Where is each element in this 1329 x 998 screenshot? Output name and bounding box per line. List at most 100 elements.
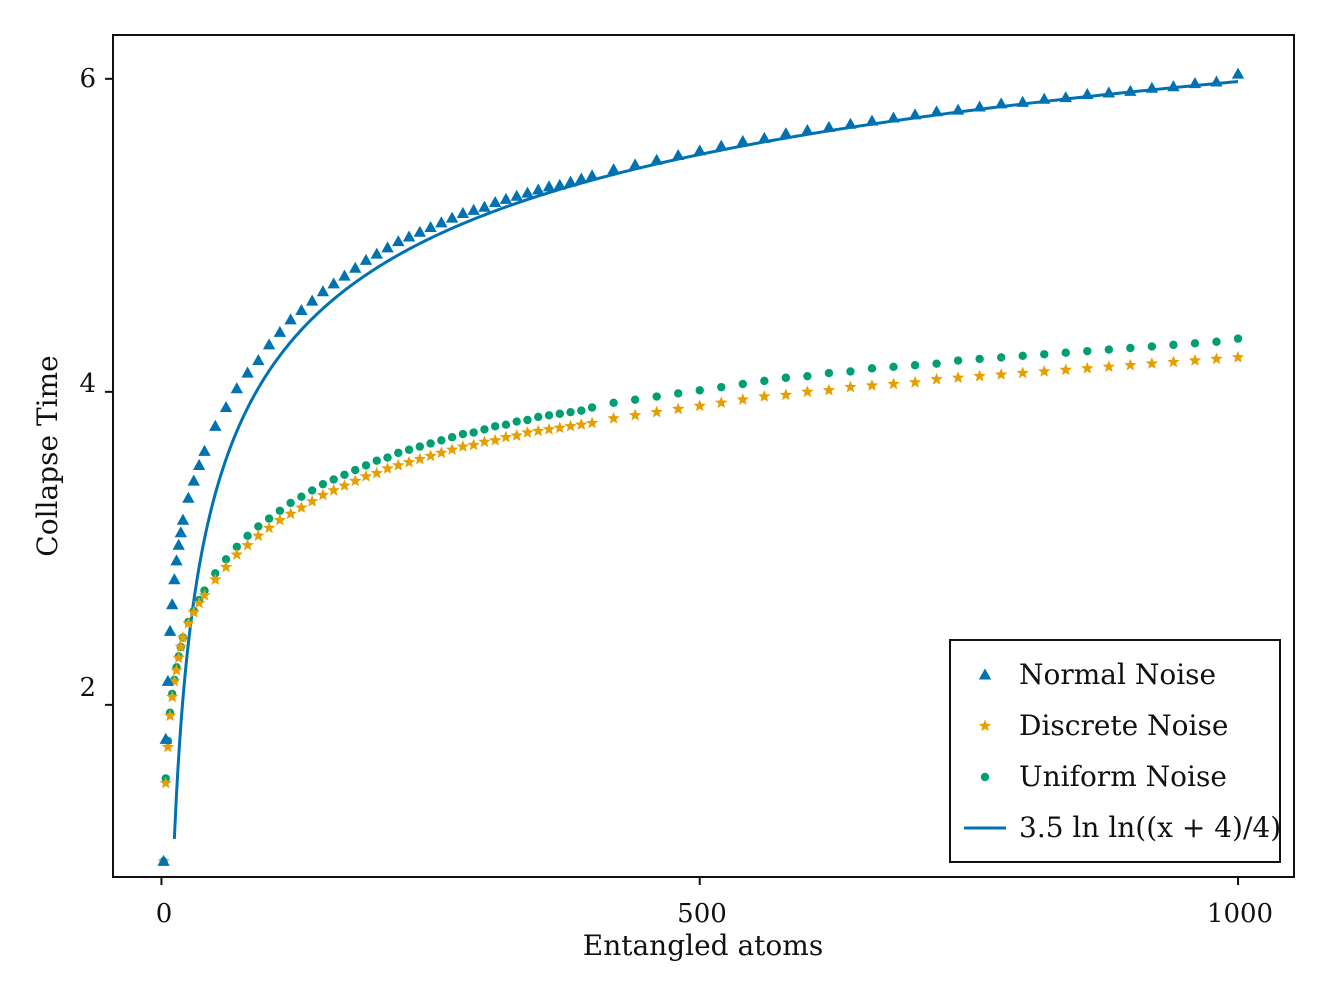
uniform-noise-point: [480, 425, 489, 434]
normal-noise-point: [1210, 75, 1223, 87]
normal-noise-point: [168, 573, 181, 585]
uniform-noise-point: [738, 379, 747, 389]
uniform-noise-point: [351, 465, 360, 475]
discrete-noise-point: [456, 440, 470, 452]
normal-noise-point: [359, 253, 373, 265]
uniform-noise-point: [523, 415, 532, 425]
uniform-noise-point: [803, 371, 812, 381]
normal-noise-point: [338, 269, 351, 281]
uniform-noise-point: [329, 475, 338, 484]
uniform-noise-point: [1061, 348, 1070, 357]
discrete-noise-point: [273, 513, 287, 526]
discrete-noise-point: [413, 452, 427, 465]
discrete-noise-point: [305, 494, 319, 507]
normal-noise-point: [736, 134, 749, 146]
legend-label-discrete-noise: Discrete Noise: [1019, 709, 1228, 742]
y-axis: 2 4 6: [79, 64, 96, 703]
normal-noise-point: [413, 225, 426, 237]
discrete-noise-point: [252, 529, 265, 542]
uniform-noise-point: [1212, 337, 1221, 346]
discrete-noise-point: [564, 419, 577, 432]
discrete-noise-point: [209, 573, 222, 585]
normal-noise-point: [381, 241, 394, 253]
normal-noise-point: [187, 474, 200, 486]
discrete-noise-point: [182, 616, 195, 629]
legend-box: [949, 639, 1281, 863]
uniform-noise-point: [824, 368, 834, 378]
normal-noise-point: [161, 674, 175, 686]
discrete-noise-point: [1167, 355, 1180, 368]
discrete-noise-point: [241, 538, 254, 551]
normal-noise-point: [575, 172, 588, 184]
normal-noise-point: [672, 149, 685, 161]
discrete-noise-point: [478, 435, 491, 448]
discrete-noise-point: [607, 411, 620, 424]
normal-noise-point: [844, 117, 857, 129]
normal-noise-point: [607, 163, 620, 175]
normal-noise-point: [435, 216, 448, 228]
discrete-noise-point: [262, 521, 276, 534]
uniform-noise-point: [674, 389, 683, 398]
normal-noise-point: [1081, 87, 1094, 100]
discrete-noise-point: [230, 548, 243, 560]
normal-noise-point: [182, 491, 195, 503]
y-axis-label: Collapse Time: [31, 355, 64, 556]
discrete-noise-point: [284, 507, 297, 520]
x-tick-label: 500: [677, 899, 727, 929]
discrete-noise-point: [198, 588, 211, 601]
normal-noise-point: [1231, 67, 1245, 79]
uniform-noise-point: [1083, 346, 1092, 356]
normal-noise-point: [402, 230, 416, 242]
uniform-noise-point: [889, 362, 898, 371]
discrete-noise-point: [628, 408, 642, 421]
uniform-noise-point: [695, 386, 704, 395]
normal-noise-point: [157, 854, 170, 866]
uniform-noise-point: [996, 353, 1006, 362]
discrete-noise-point: [349, 474, 362, 487]
normal-noise-point: [994, 97, 1008, 109]
discrete-noise-point: [1102, 360, 1116, 373]
uniform-noise-point: [243, 531, 252, 541]
discrete-noise-point: [192, 596, 206, 609]
legend-label-uniform-noise: Uniform Noise: [1019, 760, 1227, 793]
normal-noise-point: [865, 114, 879, 126]
normal-noise-point: [273, 325, 287, 337]
normal-noise-point: [159, 732, 172, 744]
normal-noise-point: [801, 123, 814, 136]
discrete-noise-point: [370, 466, 383, 479]
normal-noise-point: [392, 235, 405, 247]
discrete-noise-point: [170, 663, 183, 676]
discrete-noise-point: [994, 368, 1008, 380]
normal-noise-point: [887, 111, 900, 123]
discrete-noise-point: [1145, 357, 1159, 369]
normal-noise-point: [1188, 77, 1202, 89]
normal-noise-point: [252, 354, 265, 366]
discrete-noise-point: [650, 405, 663, 418]
uniform-noise-point: [426, 439, 435, 448]
discrete-noise-point: [489, 433, 502, 446]
uniform-noise-point: [781, 373, 791, 382]
discrete-noise-point: [161, 740, 175, 753]
uniform-noise-point: [609, 398, 618, 407]
normal-noise-point: [1124, 84, 1137, 96]
normal-noise-point: [521, 186, 534, 198]
discrete-noise-point: [553, 421, 566, 434]
normal-noise-point: [1145, 81, 1159, 93]
uniform-noise-point: [286, 498, 295, 508]
uniform-noise-point: [469, 428, 478, 437]
discrete-noise-point: [392, 458, 405, 471]
uniform-noise-point: [1018, 351, 1027, 361]
discrete-noise-point: [672, 402, 685, 415]
discrete-noise-point: [887, 377, 900, 390]
uniform-noise-point: [437, 436, 446, 445]
uniform-noise-point: [975, 354, 984, 364]
discrete-noise-point: [435, 446, 448, 459]
legend-markers: [964, 668, 1006, 830]
uniform-noise-point: [932, 359, 941, 368]
uniform-noise-point: [1126, 343, 1135, 353]
normal-noise-point: [822, 120, 836, 132]
discrete-noise-point: [822, 383, 836, 396]
uniform-noise-point: [307, 486, 317, 495]
uniform-noise-point: [555, 409, 564, 418]
